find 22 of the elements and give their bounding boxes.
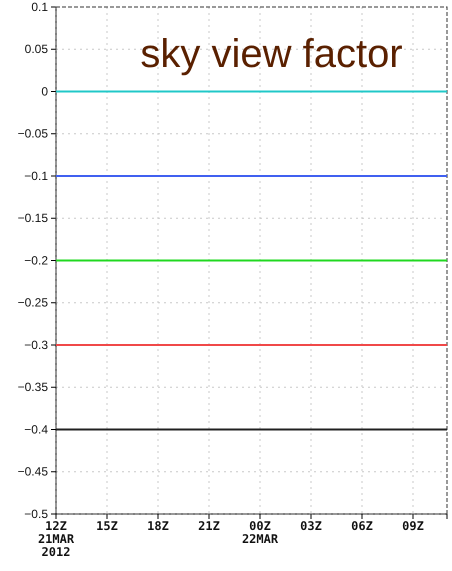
y-tick-label: 0: [41, 84, 48, 98]
y-tick-label: −0.15: [18, 211, 48, 226]
x-tick-label: 06Z: [351, 519, 373, 533]
y-tick-label: −0.05: [18, 126, 48, 141]
x-tick-label: 12Z 21MAR 2012: [38, 519, 75, 559]
y-tick-label: −0.3: [24, 338, 48, 352]
text: sky view factor: [140, 32, 403, 76]
y-tick-label: −0.45: [18, 464, 48, 479]
y-tick-label: −0.1: [24, 168, 48, 183]
y-tick-label: −0.25: [18, 296, 48, 310]
x-tick-label: 03Z: [300, 519, 322, 533]
y-tick-label: −0.35: [18, 380, 48, 394]
x-tick-label: 15Z: [96, 519, 118, 533]
y-tick-label: −0.5: [24, 506, 48, 521]
y-tick-label: −0.4: [24, 422, 48, 436]
x-tick-label: 18Z: [147, 519, 169, 533]
y-tick-label: 0.05: [24, 42, 48, 56]
x-tick-label: 09Z: [402, 519, 424, 533]
x-tick-label: 00Z 22MAR: [242, 519, 279, 546]
x-tick-label: 21Z: [198, 519, 220, 533]
y-tick-label: −0.2: [24, 253, 48, 268]
y-tick-label: 0.1: [31, 0, 48, 14]
